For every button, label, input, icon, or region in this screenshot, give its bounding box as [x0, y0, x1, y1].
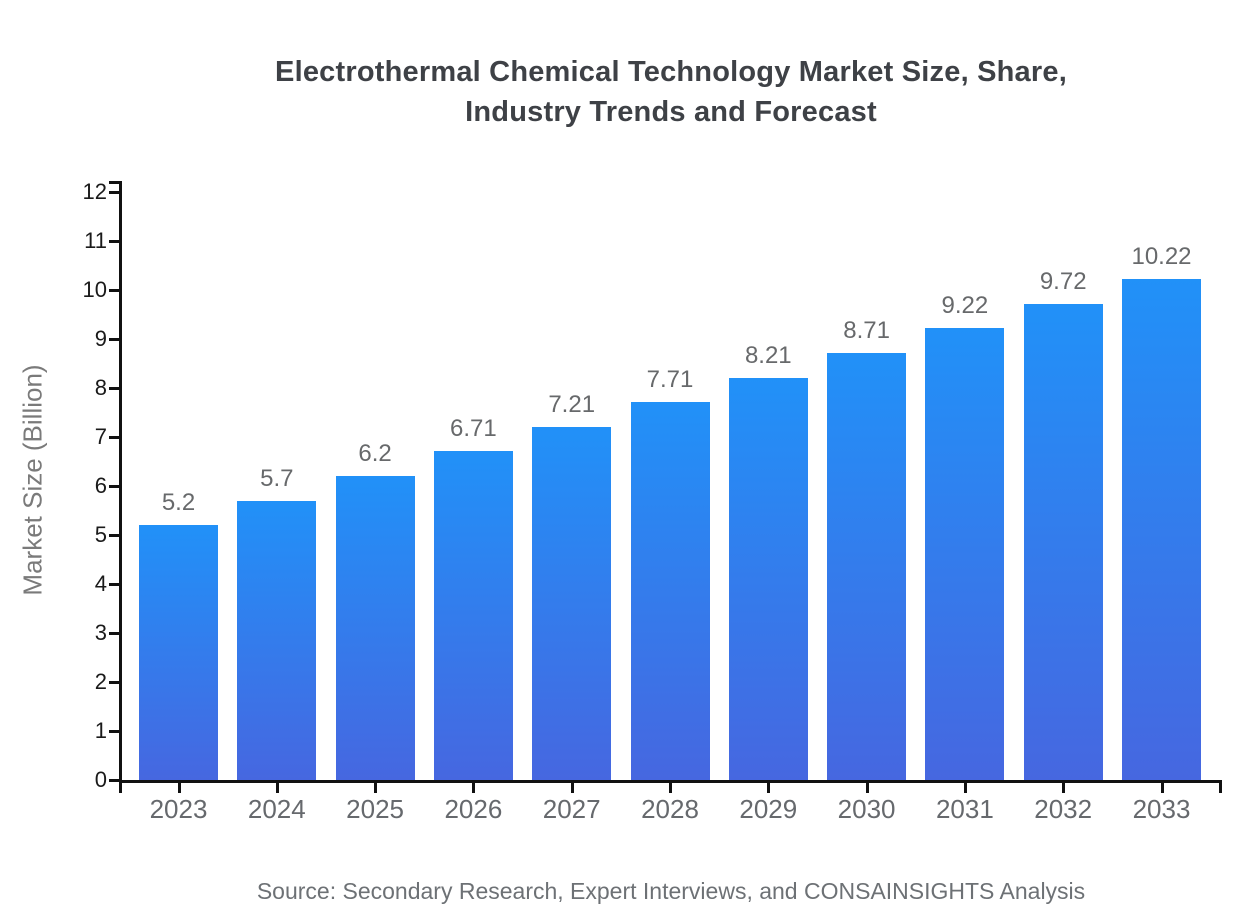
- x-tick-label: 2030: [837, 794, 896, 824]
- y-tick: [109, 681, 122, 684]
- bar: [1023, 304, 1103, 780]
- bar-value-label: 5.2: [161, 489, 196, 516]
- bar: [335, 476, 415, 780]
- y-tick: [109, 387, 122, 390]
- x-tick: [570, 780, 574, 793]
- x-tick: [177, 780, 181, 793]
- bar: [630, 402, 710, 780]
- y-axis-end-tick: [109, 181, 122, 184]
- y-tick: [109, 583, 122, 586]
- x-tick-label: 2033: [1132, 794, 1191, 824]
- x-tick-label: 2031: [935, 794, 994, 824]
- bar-value-label: 7.71: [646, 366, 694, 393]
- bar-value-label: 8.21: [744, 342, 792, 369]
- x-tick: [1062, 780, 1066, 793]
- y-tick: [109, 534, 122, 537]
- chart-title-line-1: Electrothermal Chemical Technology Marke…: [275, 56, 1067, 88]
- y-tick-label: 12: [82, 179, 107, 204]
- y-tick-label: 4: [94, 571, 107, 596]
- y-tick-label: 3: [94, 620, 107, 645]
- y-tick: [109, 779, 122, 782]
- x-tick: [374, 780, 378, 793]
- x-tick: [767, 780, 771, 793]
- bar-value-label: 8.71: [843, 317, 890, 344]
- x-tick: [1160, 780, 1164, 793]
- y-tick: [109, 436, 122, 439]
- chart-title: Electrothermal Chemical Technology Marke…: [120, 52, 1222, 132]
- y-tick: [109, 632, 122, 635]
- y-tick: [109, 485, 122, 488]
- y-tick-label: 10: [82, 277, 107, 302]
- x-tick-label: 2027: [542, 794, 601, 824]
- source-note: Source: Secondary Research, Expert Inter…: [256, 878, 1086, 904]
- y-tick: [109, 730, 122, 733]
- x-axis-origin-tick: [119, 780, 122, 793]
- bar-value-label: 9.72: [1039, 268, 1087, 295]
- y-tick-label: 1: [94, 718, 107, 743]
- y-axis-title: Market Size (Billion): [17, 364, 48, 596]
- y-tick: [109, 289, 122, 292]
- y-axis-line: [119, 181, 122, 783]
- bar: [1122, 279, 1201, 780]
- y-tick-label: 7: [94, 424, 107, 449]
- x-tick-label: 2023: [149, 794, 208, 824]
- x-tick-label: 2026: [444, 794, 503, 824]
- bar-value-label: 10.22: [1131, 243, 1192, 270]
- x-tick-label: 2024: [247, 794, 306, 824]
- bar-value-label: 7.21: [548, 391, 596, 418]
- bar: [139, 525, 218, 780]
- x-tick: [865, 780, 869, 793]
- x-tick-label: 2025: [346, 794, 405, 824]
- x-tick: [669, 780, 672, 793]
- bar: [925, 328, 1005, 780]
- bar-value-label: 6.2: [358, 440, 392, 467]
- bar: [433, 451, 513, 780]
- bar: [237, 501, 317, 780]
- bar-value-label: 9.22: [941, 292, 989, 319]
- x-tick-label: 2028: [641, 794, 699, 824]
- y-tick-label: 5: [94, 522, 107, 547]
- bar: [728, 378, 808, 780]
- x-tick-label: 2032: [1034, 794, 1093, 824]
- x-tick-label: 2029: [739, 794, 798, 824]
- bar-value-label: 6.71: [450, 415, 497, 442]
- y-tick-label: 2: [94, 669, 107, 694]
- y-tick-label: 6: [94, 473, 107, 498]
- bar: [827, 353, 907, 780]
- chart-title-line-2: Industry Trends and Forecast: [465, 96, 877, 128]
- y-tick: [109, 338, 122, 341]
- y-tick: [109, 240, 122, 243]
- x-tick: [963, 780, 967, 793]
- x-tick: [275, 780, 279, 793]
- bar-value-label: 5.7: [260, 465, 294, 492]
- x-tick: [472, 780, 476, 793]
- y-tick: [109, 191, 122, 194]
- x-axis-end-tick: [1219, 780, 1222, 793]
- y-tick-label: 0: [94, 767, 107, 792]
- y-tick-label: 8: [94, 375, 107, 400]
- y-tick-label: 9: [94, 326, 107, 351]
- y-tick-label: 11: [84, 228, 107, 253]
- bar: [532, 427, 612, 780]
